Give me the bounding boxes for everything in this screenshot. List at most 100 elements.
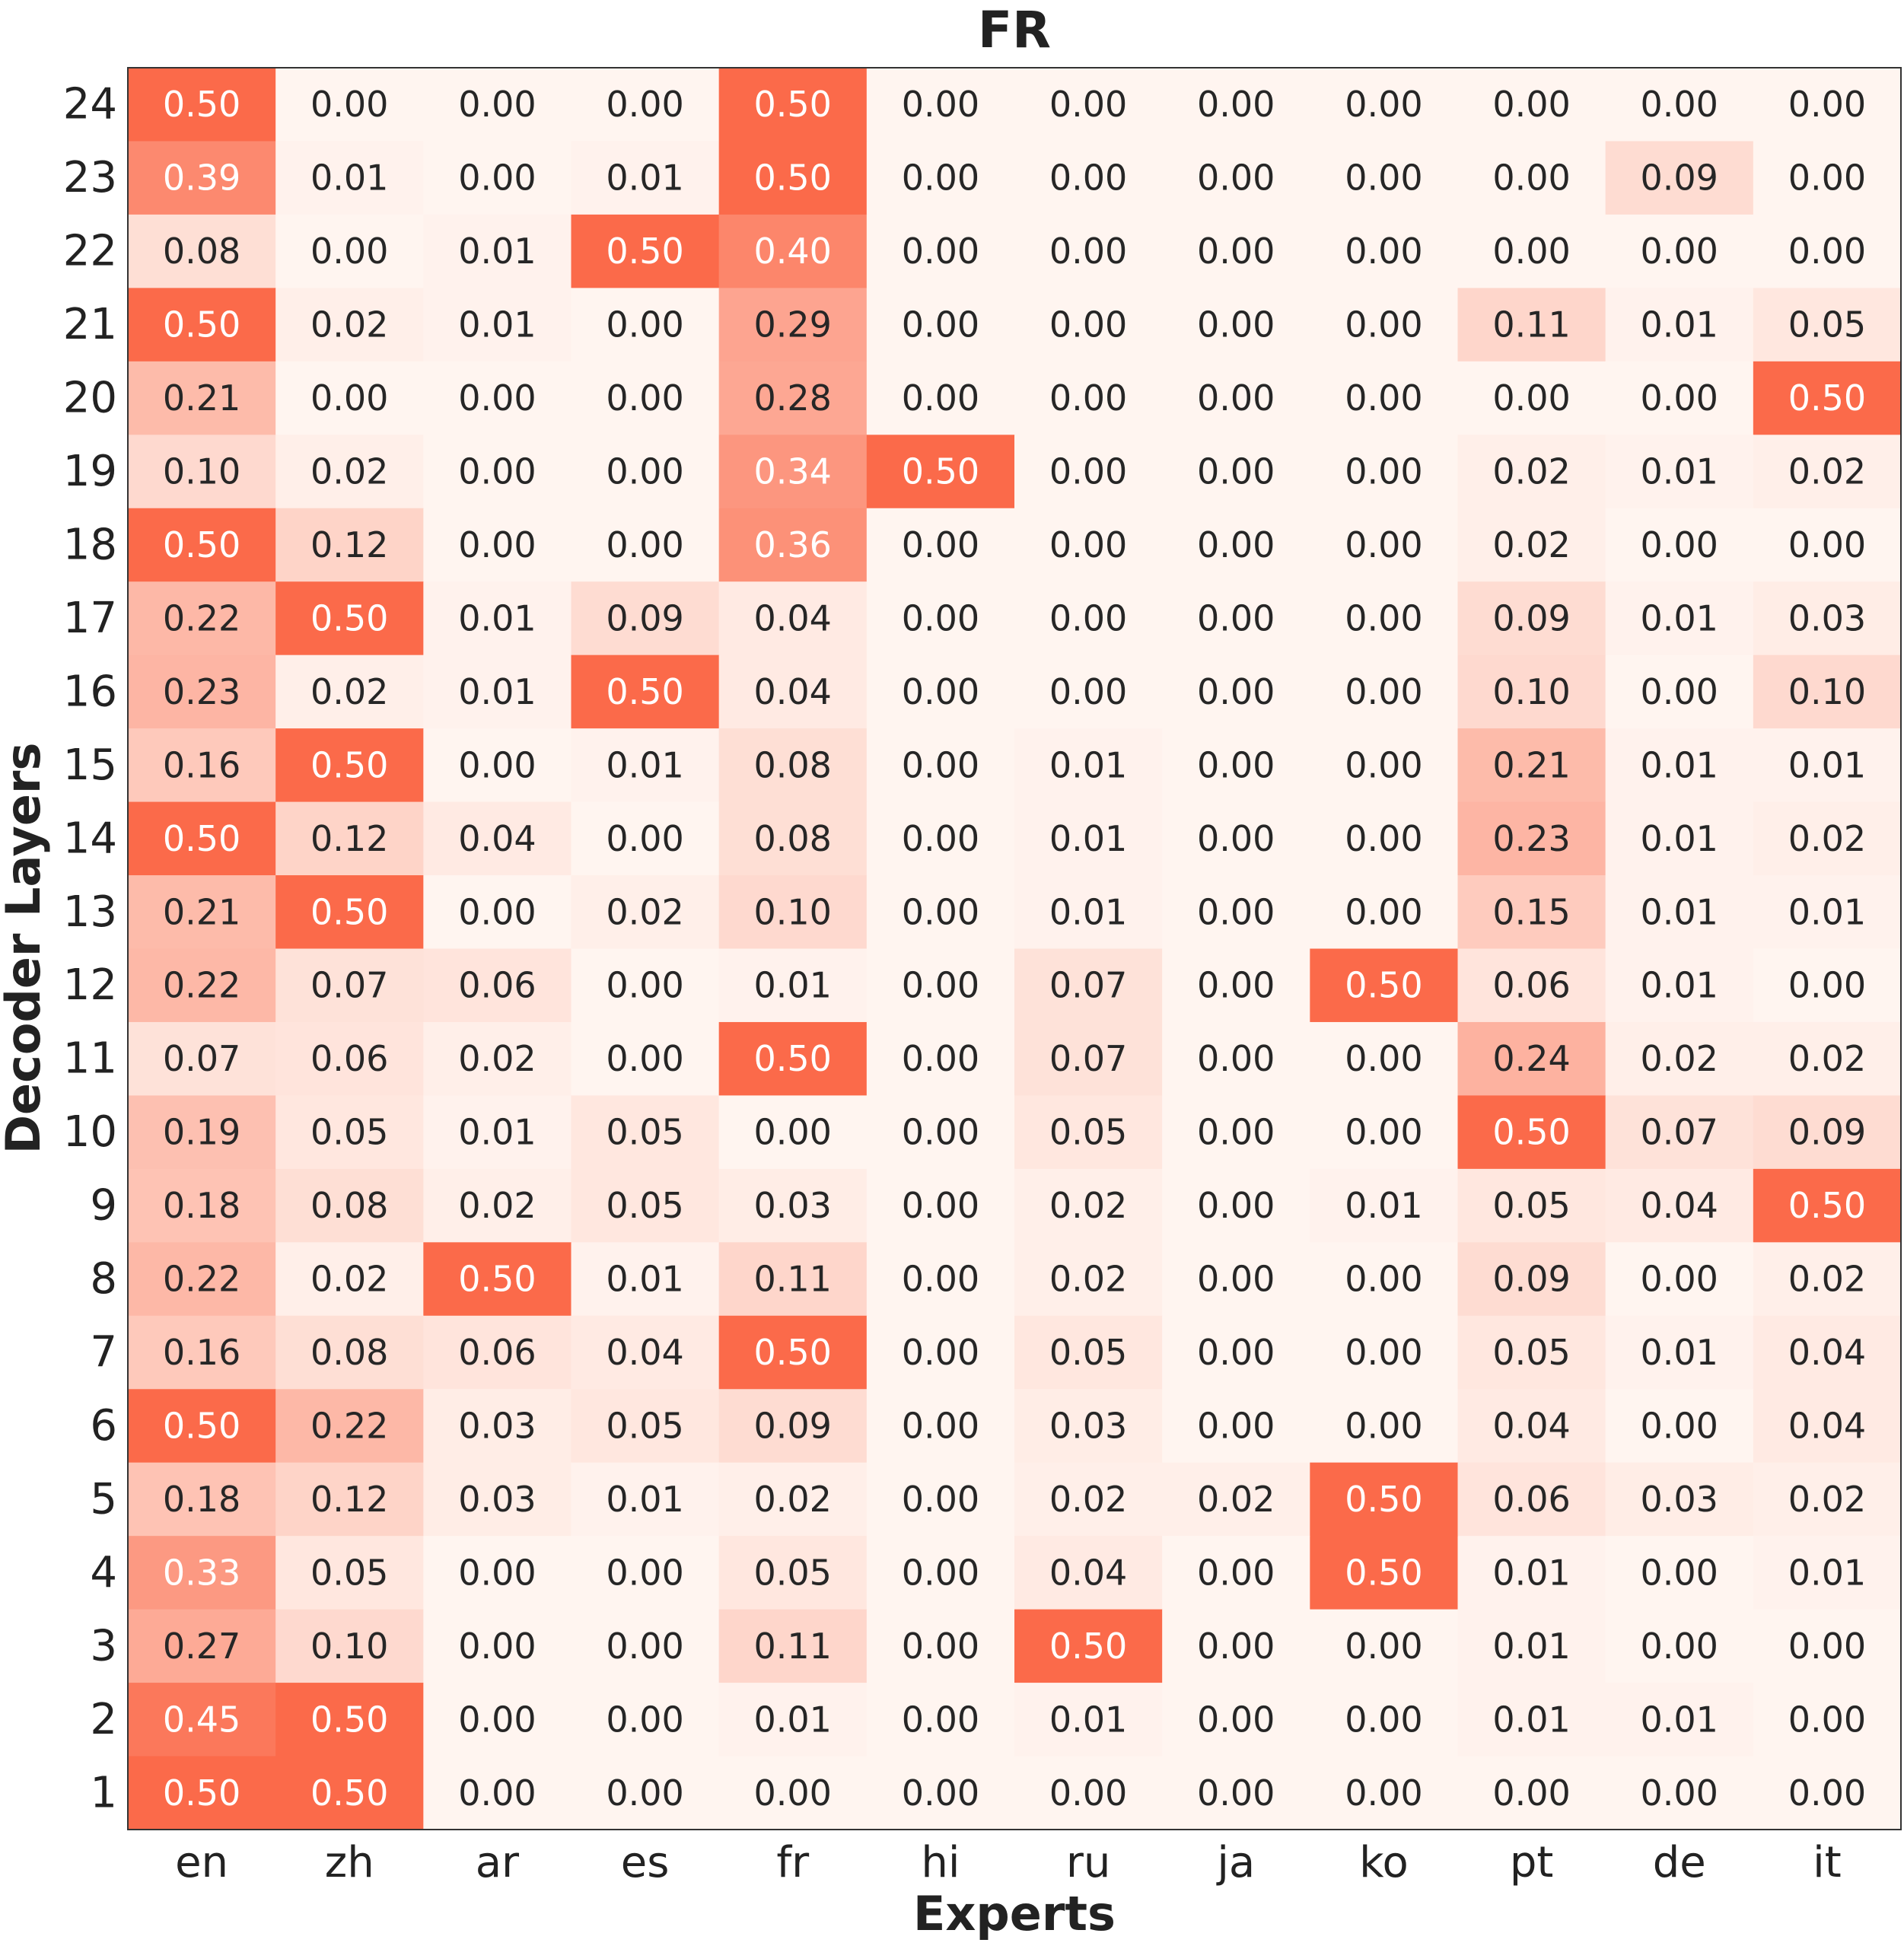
y-tick-label: 11 xyxy=(63,1034,117,1084)
cell-value-label: 0.07 xyxy=(163,1038,240,1079)
heatmap-cell-5-it xyxy=(1753,1462,1902,1537)
cell-value-label: 0.02 xyxy=(606,891,683,932)
cell-value-label: 0.50 xyxy=(163,818,240,859)
cell-value-label: 0.00 xyxy=(1345,304,1422,346)
heatmap-cell-15-fr xyxy=(718,728,868,803)
heatmap-cell-13-hi xyxy=(866,875,1015,950)
heatmap-cell-10-ko xyxy=(1310,1095,1459,1170)
heatmap-cell-9-fr xyxy=(718,1168,868,1243)
y-tick-label: 7 xyxy=(90,1328,117,1377)
heatmap-cell-11-pt xyxy=(1457,1021,1606,1097)
heatmap-cell-18-pt xyxy=(1457,508,1606,582)
cell-value-label: 0.00 xyxy=(902,744,979,785)
cell-value-label: 0.02 xyxy=(1492,451,1570,492)
heatmap-cell-9-ja xyxy=(1162,1168,1310,1243)
cell-value-label: 0.00 xyxy=(902,1626,979,1667)
cell-value-label: 0.00 xyxy=(1197,891,1275,932)
cell-value-label: 0.50 xyxy=(1345,1552,1422,1593)
cell-value-label: 0.01 xyxy=(754,965,832,1006)
cell-value-label: 0.09 xyxy=(1641,158,1718,199)
cell-value-label: 0.10 xyxy=(310,1626,388,1667)
heatmap-cell-23-de xyxy=(1605,141,1754,215)
cell-value-label: 0.00 xyxy=(754,1112,832,1153)
cell-value-label: 0.08 xyxy=(310,1332,388,1373)
y-axis-label: Decoder Layers xyxy=(0,743,51,1155)
cell-value-label: 0.00 xyxy=(458,1699,536,1740)
cell-value-label: 0.01 xyxy=(458,231,536,272)
cell-value-label: 0.01 xyxy=(1492,1626,1570,1667)
y-tick-label: 9 xyxy=(90,1181,117,1231)
heatmap-cell-4-hi xyxy=(866,1536,1015,1610)
heatmap-cell-1-fr xyxy=(718,1756,868,1830)
heatmap-cell-12-zh xyxy=(275,948,424,1023)
heatmap-cell-1-de xyxy=(1605,1756,1754,1830)
cell-value-label: 0.50 xyxy=(1788,377,1866,419)
heatmap-cell-6-zh xyxy=(275,1389,424,1463)
heatmap-cell-17-pt xyxy=(1457,581,1606,656)
cell-value-label: 0.00 xyxy=(1197,84,1275,125)
heatmap-cell-3-hi xyxy=(866,1609,1015,1683)
heatmap-cell-10-ar xyxy=(423,1095,572,1170)
cell-value-label: 0.00 xyxy=(902,231,979,272)
cell-value-label: 0.00 xyxy=(902,1405,979,1446)
cell-value-label: 0.00 xyxy=(902,965,979,1006)
heatmap-cell-21-zh xyxy=(275,288,424,362)
cell-value-label: 0.50 xyxy=(310,1699,388,1740)
heatmap-cell-8-ja xyxy=(1162,1242,1310,1317)
cell-value-label: 0.00 xyxy=(1788,84,1866,125)
cell-value-label: 0.00 xyxy=(1345,1332,1422,1373)
heatmap-cells xyxy=(128,68,1902,1830)
heatmap-cell-2-ru xyxy=(1014,1683,1163,1757)
cell-value-label: 0.28 xyxy=(754,377,832,419)
heatmap-cell-23-fr xyxy=(718,141,868,215)
cell-value-label: 0.08 xyxy=(754,744,832,785)
cell-value-label: 0.02 xyxy=(310,671,388,712)
cell-value-label: 0.00 xyxy=(1345,377,1422,419)
heatmap-cell-4-en xyxy=(128,1536,276,1610)
cell-value-label: 0.00 xyxy=(1788,1772,1866,1814)
heatmap-cell-8-ko xyxy=(1310,1242,1459,1317)
heatmap-cell-10-it xyxy=(1753,1095,1902,1170)
cell-value-label: 0.00 xyxy=(1641,1552,1718,1593)
cell-value-label: 0.00 xyxy=(606,451,683,492)
cell-value-label: 0.12 xyxy=(310,1479,388,1520)
heatmap-cell-8-en xyxy=(128,1242,276,1317)
heatmap-cell-20-ko xyxy=(1310,361,1459,435)
heatmap-cell-19-ar xyxy=(423,435,572,509)
cell-value-label: 0.00 xyxy=(606,1626,683,1667)
heatmap-cell-1-ko xyxy=(1310,1756,1459,1830)
cell-value-label: 0.00 xyxy=(1641,671,1718,712)
heatmap-cell-8-zh xyxy=(275,1242,424,1317)
heatmap-cell-21-ko xyxy=(1310,288,1459,362)
cell-value-label: 0.00 xyxy=(458,524,536,565)
heatmap-cell-24-pt xyxy=(1457,68,1606,142)
cell-value-label: 0.00 xyxy=(1197,818,1275,859)
heatmap-cell-6-es xyxy=(571,1389,720,1463)
heatmap-cell-2-es xyxy=(571,1683,720,1757)
cell-value-label: 0.50 xyxy=(754,158,832,199)
cell-value-label: 0.15 xyxy=(1492,891,1570,932)
cell-value-label: 0.00 xyxy=(1197,965,1275,1006)
heatmap-cell-12-hi xyxy=(866,948,1015,1023)
cell-value-label: 0.19 xyxy=(163,1112,240,1153)
cell-value-label: 0.00 xyxy=(1049,1772,1127,1814)
cell-value-label: 0.00 xyxy=(1049,671,1127,712)
cell-value-label: 0.00 xyxy=(902,1112,979,1153)
cell-value-label: 0.00 xyxy=(458,1552,536,1593)
heatmap-cell-8-ru xyxy=(1014,1242,1163,1317)
cell-value-label: 0.01 xyxy=(458,671,536,712)
heatmap-cell-20-pt xyxy=(1457,361,1606,435)
heatmap-cell-5-en xyxy=(128,1462,276,1537)
cell-value-label: 0.04 xyxy=(1492,1405,1570,1446)
cell-value-label: 0.50 xyxy=(1788,1185,1866,1226)
x-tick-label: en xyxy=(175,1838,228,1887)
cell-value-label: 0.00 xyxy=(902,84,979,125)
heatmap-cell-9-de xyxy=(1605,1168,1754,1243)
cell-value-label: 0.01 xyxy=(1641,965,1718,1006)
cell-value-label: 0.50 xyxy=(310,744,388,785)
cell-value-label: 0.00 xyxy=(1641,1772,1718,1814)
cell-value-label: 0.22 xyxy=(163,597,240,639)
cell-value-label: 0.00 xyxy=(1788,1699,1866,1740)
cell-value-label: 0.39 xyxy=(163,158,240,199)
heatmap-cell-11-zh xyxy=(275,1021,424,1097)
